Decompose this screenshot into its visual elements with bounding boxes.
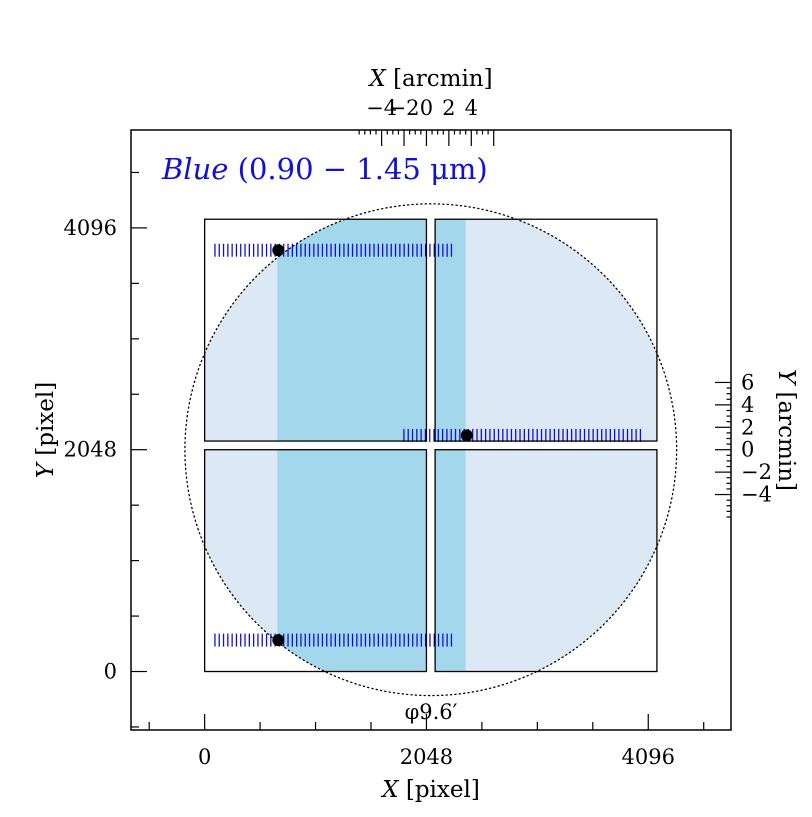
plot-frame [130, 129, 732, 731]
y2-tick-label: 2 [741, 415, 754, 439]
light-coverage-region-2 [435, 219, 657, 442]
y2-tick-label: −2 [741, 460, 772, 484]
data-point-3 [272, 634, 285, 647]
x-tick-label: 2048 [400, 745, 453, 769]
spectral-trace-1 [214, 243, 453, 257]
dark-coverage-region-4 [435, 449, 466, 672]
y-tick-label: 2048 [64, 438, 117, 462]
light-coverage-region-4 [435, 449, 657, 672]
detector-outline-4 [434, 449, 658, 673]
fov-circle [184, 203, 678, 697]
detector-outline-1 [203, 218, 428, 442]
dark-coverage-region-3 [277, 449, 427, 672]
y2-tick-label: 4 [741, 393, 754, 417]
chart-title: Blue (0.90 − 1.45 μm) [161, 152, 488, 186]
x2-tick-label: 4 [465, 96, 478, 120]
coverage-group [204, 219, 657, 672]
fov-label: φ9.6′ [405, 700, 458, 724]
dark-coverage-region-2 [435, 219, 466, 442]
x-tick-label: 0 [198, 745, 211, 769]
y2-axis-title: Y [arcmin] [773, 369, 799, 491]
y-axis-title: Y [pixel] [33, 382, 59, 478]
y-tick-label: 4096 [64, 216, 117, 240]
y2-tick-label: 6 [741, 370, 754, 394]
detector-outline-2 [434, 218, 658, 442]
data-point-1 [272, 244, 285, 257]
x2-tick-label: −2 [389, 96, 420, 120]
x2-tick-label: 0 [420, 96, 433, 120]
y-tick-label: 0 [104, 660, 117, 684]
y2-tick-label: −4 [741, 483, 772, 507]
detector-outline-3 [203, 449, 428, 673]
x2-axis-title: X [arcmin] [367, 66, 492, 92]
x2-tick-label: 2 [442, 96, 455, 120]
dark-coverage-region-1 [277, 219, 427, 442]
y2-tick-label: 0 [741, 438, 754, 462]
x2-tick-label: −4 [366, 96, 397, 120]
x-axis-title: X [pixel] [380, 777, 480, 803]
data-point-2 [460, 429, 473, 442]
x-tick-label: 4096 [622, 745, 675, 769]
